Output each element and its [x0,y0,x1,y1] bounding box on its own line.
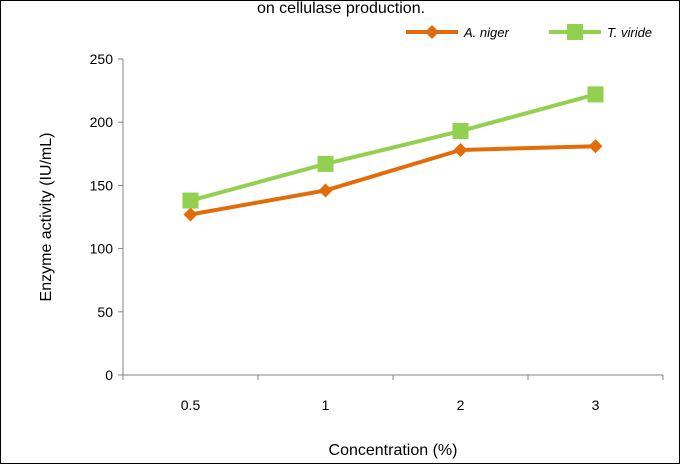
y-axis-ticks: 0 50 100 150 200 250 [90,51,123,383]
legend-item-1: A. niger [406,25,509,40]
x-tick-label: 3 [592,397,600,413]
x-tick-label: 1 [322,397,330,413]
legend: A. niger T. viride [406,24,652,40]
data-point [183,207,198,222]
series-line [189,92,597,203]
series-line [190,144,596,217]
series-1 [183,139,603,222]
y-tick-label: 200 [90,114,114,130]
y-tick-label: 250 [90,51,114,67]
chart-title: on cellulase production. [257,1,425,17]
y-tick-label: 150 [90,177,114,193]
series-2 [182,86,604,209]
legend-label: T. viride [607,25,652,40]
y-tick-label: 50 [97,304,113,320]
data-point [182,192,199,209]
legend-label: A. niger [463,25,509,40]
y-tick-label: 100 [90,241,114,257]
data-point [453,143,468,158]
y-axis-label: Enzyme activity (IU/mL) [38,133,55,302]
legend-item-2: T. viride [549,24,652,40]
data-point [588,139,603,154]
series-layer [182,86,604,222]
legend-marker [425,25,439,39]
x-axis-label: Concentration (%) [329,442,458,459]
data-point [452,123,469,140]
x-axis-ticks: 0.5 1 2 3 [122,375,664,413]
data-point [318,183,333,198]
x-tick-label: 0.5 [181,397,201,413]
y-tick-label: 0 [105,367,113,383]
data-point [587,86,604,103]
legend-marker [567,24,583,40]
data-point [317,155,334,172]
x-tick-label: 2 [457,397,465,413]
